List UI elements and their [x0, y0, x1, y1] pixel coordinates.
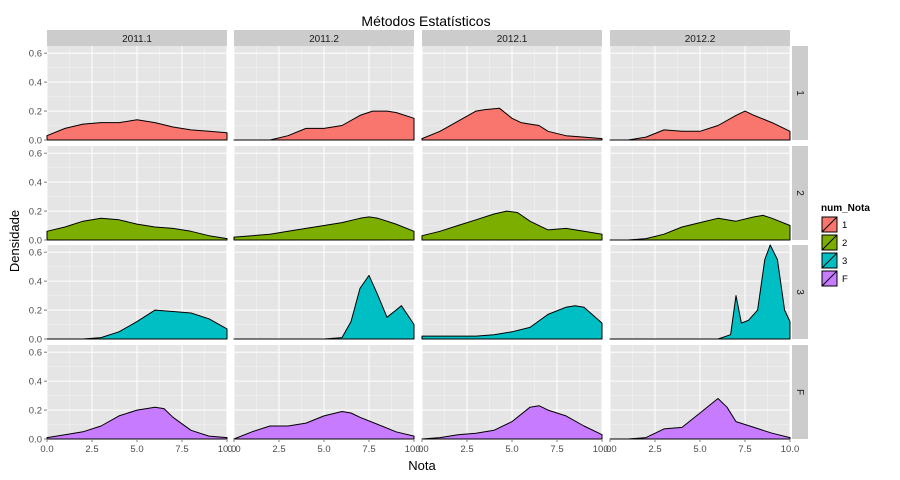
row-strip	[792, 46, 808, 140]
row-strip-label: F	[794, 389, 805, 395]
facet-panel	[421, 345, 603, 440]
x-tick-label: 0.0	[603, 444, 616, 455]
x-tick-label: 2.5	[460, 444, 473, 455]
y-tick-label: 0.6	[29, 149, 42, 160]
x-tick-label: 2.5	[648, 444, 661, 455]
row-strip	[792, 345, 808, 439]
x-tick-label: 0.0	[40, 444, 53, 455]
facet-panel	[233, 46, 415, 141]
density-area	[233, 274, 415, 340]
y-tick-label: 0.2	[29, 107, 42, 118]
density-area	[421, 210, 603, 241]
facet-panel	[46, 245, 228, 340]
y-tick-label: 0.2	[29, 207, 42, 218]
x-tick-label: 7.5	[550, 444, 563, 455]
y-tick-label: 0.0	[29, 236, 42, 247]
row-strip-label: 2	[794, 190, 805, 196]
y-tick-label: 0.0	[29, 435, 42, 446]
column-strip-label: 2012.1	[497, 34, 528, 45]
x-tick-label: 5.0	[317, 444, 330, 455]
density-area	[421, 305, 603, 340]
legend-key-slash	[821, 270, 838, 287]
facet-panel	[609, 146, 791, 241]
y-tick-label: 0.4	[29, 277, 42, 288]
row-strip-label: 1	[794, 90, 805, 96]
x-tick-label: 10.0	[781, 444, 800, 455]
facet-panel	[421, 146, 603, 241]
column-strip-label: 2011.2	[309, 34, 339, 45]
density-area	[421, 107, 603, 141]
density-area	[46, 309, 228, 340]
x-tick-label: 2.5	[272, 444, 285, 455]
y-tick-label: 0.0	[29, 335, 42, 346]
density-area	[609, 214, 791, 241]
facet-panel	[46, 146, 228, 241]
facet-panel	[609, 345, 791, 440]
density-area	[46, 406, 228, 440]
y-tick-label: 0.4	[29, 178, 42, 189]
legend-label: 2	[842, 238, 847, 249]
row-strip	[792, 245, 808, 339]
x-tick-label: 7.5	[175, 444, 188, 455]
density-area	[609, 110, 791, 141]
legend-key-slash	[821, 216, 838, 233]
facet-panel	[233, 345, 415, 440]
facet-panel	[421, 46, 603, 141]
column-strip	[234, 30, 414, 46]
legend-label: F	[842, 274, 848, 285]
x-tick-label: 10.0	[405, 444, 424, 455]
y-tick-label: 0.6	[29, 348, 42, 359]
y-axis-title: Densidade	[7, 210, 22, 272]
x-tick-label: 7.5	[738, 444, 751, 455]
facet-panel	[609, 46, 791, 141]
chart-title: Métodos Estatísticos	[361, 13, 490, 29]
facet-panel	[46, 345, 228, 440]
facet-panels: 2011.1 2011.2 2012.1 2012.2 1 2 3 F 0.0 0.2 0.4 0.6…	[29, 30, 808, 455]
column-strip	[422, 30, 602, 46]
column-strip	[47, 30, 227, 46]
legend-title: num_Nota	[821, 203, 870, 214]
density-area	[233, 216, 415, 241]
x-tick-label: 10.0	[593, 444, 612, 455]
density-area	[46, 119, 228, 141]
facet-panel	[233, 146, 415, 241]
row-strip-label: 3	[794, 289, 805, 295]
facet-panel	[609, 244, 791, 340]
y-tick-label: 0.0	[29, 136, 42, 147]
x-tick-label: 2.5	[85, 444, 98, 455]
legend-key-slash	[821, 252, 838, 269]
x-axis-title: Nota	[408, 458, 436, 473]
facet-panel	[233, 245, 415, 340]
density-area	[233, 110, 415, 141]
x-tick-label: 5.0	[505, 444, 518, 455]
column-strip-label: 2012.2	[685, 34, 716, 45]
row-strip	[792, 146, 808, 240]
x-tick-label: 0.0	[227, 444, 240, 455]
facet-panel	[46, 46, 228, 141]
x-tick-label: 10.0	[218, 444, 237, 455]
y-tick-label: 0.2	[29, 306, 42, 317]
facet-panel	[421, 245, 603, 340]
x-tick-label: 7.5	[362, 444, 375, 455]
density-area	[421, 405, 603, 440]
legend-label: 1	[842, 220, 847, 231]
legend: num_Nota 1 2 3 F	[820, 203, 870, 288]
legend-label: 3	[842, 256, 847, 267]
y-tick-label: 0.6	[29, 49, 42, 60]
legend-key-slash	[821, 234, 838, 251]
density-area	[46, 217, 228, 241]
y-tick-label: 0.4	[29, 78, 42, 89]
density-area	[609, 244, 791, 340]
x-tick-label: 5.0	[693, 444, 706, 455]
x-tick-label: 0.0	[415, 444, 428, 455]
column-strip-label: 2011.1	[122, 34, 152, 45]
y-tick-label: 0.2	[29, 406, 42, 417]
density-area	[233, 411, 415, 440]
x-tick-label: 5.0	[130, 444, 143, 455]
y-tick-label: 0.4	[29, 377, 42, 388]
column-strip	[610, 30, 790, 46]
density-area	[609, 398, 791, 440]
y-tick-label: 0.6	[29, 248, 42, 259]
